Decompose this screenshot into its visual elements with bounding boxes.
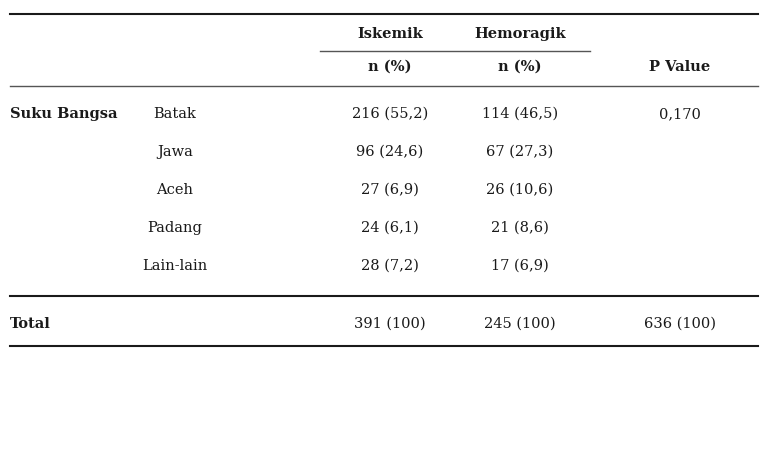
Text: 245 (100): 245 (100): [484, 317, 556, 331]
Text: 17 (6,9): 17 (6,9): [491, 259, 549, 273]
Text: 21 (8,6): 21 (8,6): [491, 221, 549, 235]
Text: Hemoragik: Hemoragik: [474, 27, 566, 41]
Text: Iskemik: Iskemik: [357, 27, 423, 41]
Text: 27 (6,9): 27 (6,9): [361, 183, 419, 197]
Text: Jawa: Jawa: [157, 145, 193, 159]
Text: 391 (100): 391 (100): [354, 317, 425, 331]
Text: n (%): n (%): [498, 60, 541, 74]
Text: n (%): n (%): [368, 60, 412, 74]
Text: Aceh: Aceh: [157, 183, 194, 197]
Text: 28 (7,2): 28 (7,2): [361, 259, 419, 273]
Text: Suku Bangsa: Suku Bangsa: [10, 107, 118, 121]
Text: Padang: Padang: [147, 221, 203, 235]
Text: 24 (6,1): 24 (6,1): [361, 221, 419, 235]
Text: Batak: Batak: [154, 107, 197, 121]
Text: 96 (24,6): 96 (24,6): [356, 145, 424, 159]
Text: 216 (55,2): 216 (55,2): [352, 107, 428, 121]
Text: 67 (27,3): 67 (27,3): [486, 145, 554, 159]
Text: 26 (10,6): 26 (10,6): [486, 183, 554, 197]
Text: P Value: P Value: [650, 60, 710, 74]
Text: 114 (46,5): 114 (46,5): [482, 107, 558, 121]
Text: 636 (100): 636 (100): [644, 317, 716, 331]
Text: Lain-lain: Lain-lain: [142, 259, 207, 273]
Text: Total: Total: [10, 317, 51, 331]
Text: 0,170: 0,170: [659, 107, 701, 121]
